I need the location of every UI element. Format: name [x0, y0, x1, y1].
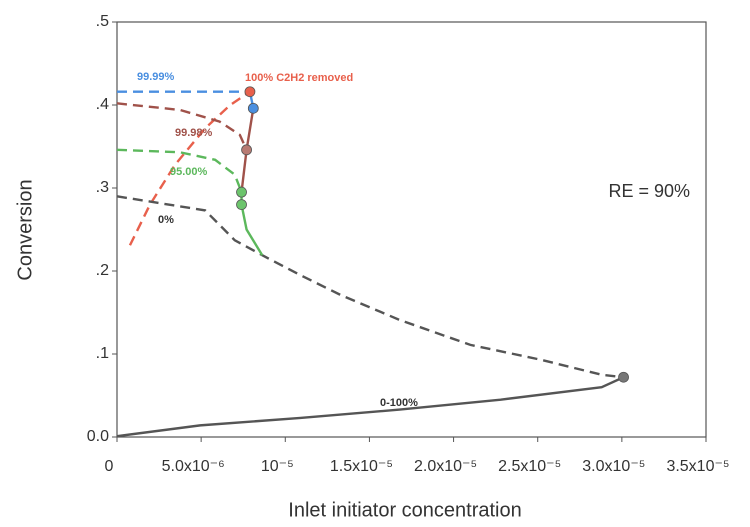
x-tick-label: 1.5x10⁻⁵ — [330, 458, 393, 475]
marker — [237, 200, 247, 210]
y-tick-label: .3 — [96, 179, 109, 196]
marker — [242, 145, 252, 155]
y-axis-title: Conversion — [14, 179, 36, 280]
x-tick-label: 0 — [105, 458, 114, 475]
y-tick-label: .5 — [96, 13, 109, 30]
annotation: RE = 90% — [608, 181, 690, 201]
x-tick-label: 2.0x10⁻⁵ — [414, 458, 477, 475]
marker — [248, 103, 258, 113]
x-axis-title: Inlet initiator concentration — [288, 499, 521, 521]
marker — [245, 87, 255, 97]
chart: Inlet initiator concentration Conversion… — [0, 0, 750, 527]
series-label: 0-100% — [380, 397, 418, 409]
x-tick-label: 2.5x10⁻⁵ — [498, 458, 561, 475]
y-tick-label: .4 — [96, 96, 109, 113]
y-tick-label: 0.0 — [87, 428, 109, 445]
series-label: 95.00% — [170, 166, 208, 178]
series-label: 0% — [158, 214, 174, 226]
series-label: 99.98% — [175, 127, 213, 139]
x-tick-label: 5.0x10⁻⁶ — [162, 458, 225, 475]
x-tick-label: 10⁻⁵ — [261, 458, 294, 475]
y-tick-label: .1 — [96, 345, 109, 362]
series-line — [117, 196, 624, 377]
marker — [619, 372, 629, 382]
marker — [237, 187, 247, 197]
series-line — [117, 377, 624, 436]
x-tick-label: 3.0x10⁻⁵ — [582, 458, 645, 475]
x-tick-label: 3.5x10⁻⁵ — [666, 458, 729, 475]
plot-frame — [117, 22, 706, 437]
series-label: 100% C2H2 removed — [245, 72, 353, 84]
series-label: 99.99% — [137, 71, 175, 83]
y-tick-label: .2 — [96, 262, 109, 279]
